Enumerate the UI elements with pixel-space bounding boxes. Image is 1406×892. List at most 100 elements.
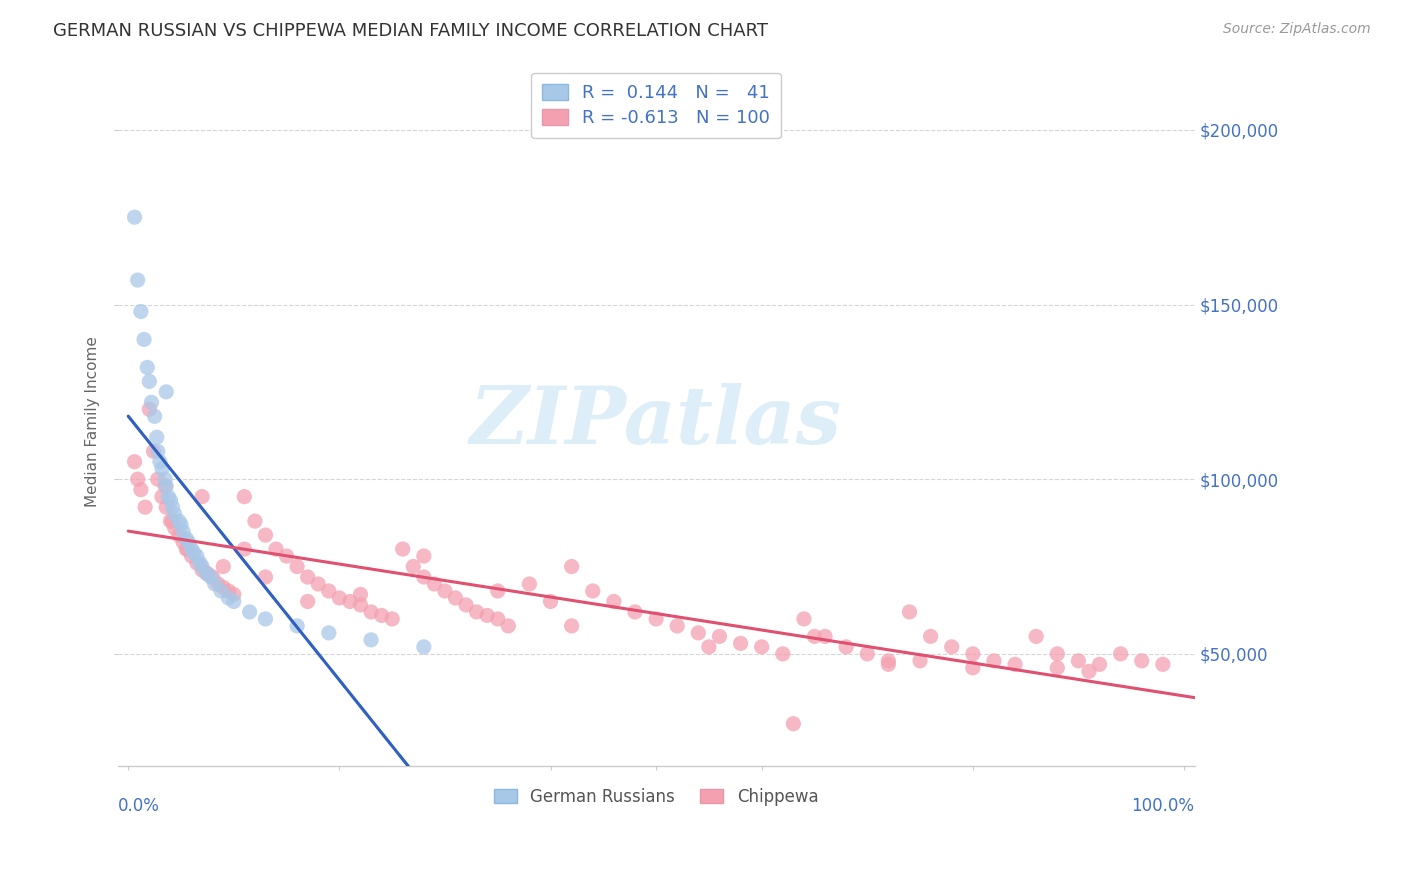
Point	[285, 559, 308, 574]
Point	[177, 535, 200, 549]
Point	[349, 598, 371, 612]
Point	[318, 626, 340, 640]
Point	[297, 594, 319, 608]
Point	[233, 542, 256, 557]
Point	[465, 605, 488, 619]
Point	[159, 514, 181, 528]
Point	[276, 549, 298, 563]
Point	[129, 483, 152, 497]
Point	[207, 577, 229, 591]
Point	[153, 479, 176, 493]
Point	[124, 455, 146, 469]
Point	[222, 594, 245, 608]
Point	[920, 629, 942, 643]
Point	[1130, 654, 1153, 668]
Point	[307, 577, 329, 591]
Point	[218, 584, 240, 599]
Point	[163, 507, 186, 521]
Point	[962, 661, 984, 675]
Point	[1088, 657, 1111, 672]
Point	[134, 500, 156, 515]
Point	[793, 612, 815, 626]
Point	[412, 570, 434, 584]
Point	[167, 514, 190, 528]
Point	[195, 566, 218, 581]
Point	[898, 605, 921, 619]
Point	[339, 594, 361, 608]
Y-axis label: Median Family Income: Median Family Income	[86, 336, 100, 507]
Point	[172, 524, 194, 539]
Point	[150, 490, 173, 504]
Point	[200, 570, 222, 584]
Point	[222, 587, 245, 601]
Point	[877, 657, 900, 672]
Point	[540, 594, 562, 608]
Point	[138, 375, 160, 389]
Point	[162, 514, 184, 528]
Point	[877, 654, 900, 668]
Point	[561, 619, 583, 633]
Text: 100.0%: 100.0%	[1132, 797, 1195, 814]
Point	[191, 559, 214, 574]
Point	[138, 402, 160, 417]
Point	[174, 532, 197, 546]
Point	[1004, 657, 1026, 672]
Point	[132, 333, 155, 347]
Point	[183, 545, 205, 559]
Point	[444, 591, 467, 605]
Text: Source: ZipAtlas.com: Source: ZipAtlas.com	[1223, 22, 1371, 37]
Point	[127, 273, 149, 287]
Point	[162, 500, 184, 515]
Point	[582, 584, 605, 599]
Point	[498, 619, 520, 633]
Point	[285, 619, 308, 633]
Point	[149, 455, 172, 469]
Point	[688, 626, 710, 640]
Point	[486, 612, 509, 626]
Point	[172, 535, 194, 549]
Point	[191, 563, 214, 577]
Point	[486, 584, 509, 599]
Point	[360, 605, 382, 619]
Point	[1078, 665, 1101, 679]
Point	[180, 542, 202, 557]
Point	[519, 577, 541, 591]
Point	[328, 591, 350, 605]
Point	[370, 608, 392, 623]
Point	[1152, 657, 1174, 672]
Point	[186, 556, 208, 570]
Point	[475, 608, 498, 623]
Point	[433, 584, 456, 599]
Point	[243, 514, 266, 528]
Point	[983, 654, 1005, 668]
Point	[129, 304, 152, 318]
Point	[1046, 661, 1069, 675]
Point	[814, 629, 837, 643]
Point	[163, 521, 186, 535]
Point	[254, 570, 277, 584]
Point	[730, 636, 752, 650]
Text: GERMAN RUSSIAN VS CHIPPEWA MEDIAN FAMILY INCOME CORRELATION CHART: GERMAN RUSSIAN VS CHIPPEWA MEDIAN FAMILY…	[53, 22, 769, 40]
Point	[204, 577, 226, 591]
Point	[197, 566, 219, 581]
Point	[150, 461, 173, 475]
Point	[803, 629, 825, 643]
Point	[191, 490, 214, 504]
Point	[402, 559, 425, 574]
Point	[127, 472, 149, 486]
Point	[180, 549, 202, 563]
Point	[167, 528, 190, 542]
Point	[666, 619, 689, 633]
Point	[423, 577, 446, 591]
Point	[709, 629, 731, 643]
Point	[239, 605, 262, 619]
Point	[141, 395, 163, 409]
Point	[254, 612, 277, 626]
Point	[188, 556, 211, 570]
Point	[146, 472, 169, 486]
Point	[962, 647, 984, 661]
Point	[1046, 647, 1069, 661]
Point	[143, 409, 166, 424]
Point	[782, 716, 804, 731]
Text: ZIPatlas: ZIPatlas	[470, 383, 842, 460]
